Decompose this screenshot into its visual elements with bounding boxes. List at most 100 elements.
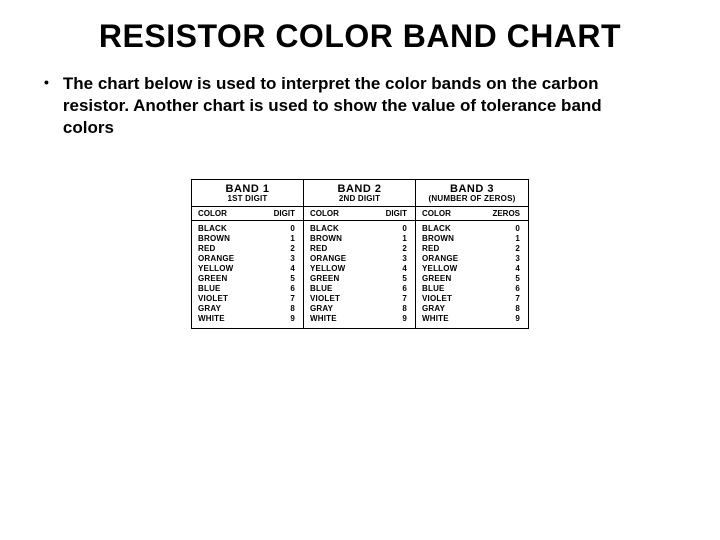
table-panel-band-1: BAND 11ST DIGIT COLOR DIGIT BLACK0BROWN1RED… <box>192 180 304 328</box>
cell-color: GRAY <box>198 304 221 314</box>
cell-color: ORANGE <box>310 254 346 264</box>
cell-color: GRAY <box>310 304 333 314</box>
rows-container: BLACK0BROWN1RED2ORANGE3YELLOW4GREEN5BLUE… <box>192 221 303 328</box>
table-row: BLUE 6 <box>422 284 520 294</box>
table-row: WHITE 9 <box>198 314 295 324</box>
table-row: VIOLET 7 <box>310 294 407 304</box>
bullet-text: The chart below is used to interpret the… <box>63 73 653 139</box>
table-row: BLUE 6 <box>310 284 407 294</box>
table-row: BLACK 0 <box>422 224 520 234</box>
table-row: GREEN5 <box>422 274 520 284</box>
table-panel-band-3: BAND 3(NUMBER OF ZEROS)COLORZEROSBLACK0B… <box>416 180 528 328</box>
cell-value: 3 <box>515 254 520 264</box>
cell-value: 5 <box>290 274 295 284</box>
cell-color: WHITE <box>422 314 449 324</box>
cell-value: 2 <box>515 244 520 254</box>
table-row: GRAY8 <box>310 304 407 314</box>
column-header-value: DIGIT <box>274 209 295 218</box>
cell-value: 6 <box>402 284 407 294</box>
cell-value: 0 <box>515 224 520 234</box>
cell-color: BLUE <box>198 284 221 294</box>
cell-value: 7 <box>402 294 407 304</box>
cell-color: RED <box>422 244 440 254</box>
table-row: GREEN5 <box>310 274 407 284</box>
table-row: ORANGE 3 <box>422 254 520 264</box>
column-header-value: DIGIT <box>386 209 407 218</box>
column-header-value: ZEROS <box>492 209 520 218</box>
cell-color: GREEN <box>310 274 339 284</box>
cell-value: 1 <box>290 234 295 244</box>
cell-color: RED <box>310 244 328 254</box>
table-row: BLUE 6 <box>198 284 295 294</box>
table-row: BROWN 1 <box>422 234 520 244</box>
cell-value: 1 <box>402 234 407 244</box>
column-header-row: COLOR DIGIT <box>192 207 303 221</box>
band-sublabel: 1ST DIGIT <box>194 195 301 204</box>
table-row: BROWN1 <box>198 234 295 244</box>
cell-value: 9 <box>402 314 407 324</box>
cell-value: 7 <box>290 294 295 304</box>
cell-value: 9 <box>290 314 295 324</box>
table-row: ORANGE 3 <box>310 254 407 264</box>
cell-color: ORANGE <box>198 254 234 264</box>
table-row: RED 2 <box>422 244 520 254</box>
cell-value: 8 <box>515 304 520 314</box>
bullet-dot-icon: • <box>44 75 49 89</box>
page-title: RESISTOR COLOR BAND CHART <box>80 18 640 55</box>
panel-header: BAND 22ND DIGIT <box>304 180 415 207</box>
cell-color: BLUE <box>422 284 445 294</box>
cell-color: BROWN <box>422 234 454 244</box>
cell-color: YELLOW <box>198 264 233 274</box>
cell-value: 9 <box>515 314 520 324</box>
cell-value: 3 <box>402 254 407 264</box>
cell-color: RED <box>198 244 216 254</box>
table-panel-band-2: BAND 22ND DIGITCOLORDIGITBLACK0BROWN1RED… <box>304 180 416 328</box>
table-row: GREEN 5 <box>198 274 295 284</box>
cell-value: 4 <box>515 264 520 274</box>
cell-color: ORANGE <box>422 254 458 264</box>
cell-color: GREEN <box>198 274 227 284</box>
cell-value: 1 <box>515 234 520 244</box>
table-row: ORANGE 3 <box>198 254 295 264</box>
cell-color: VIOLET <box>422 294 452 304</box>
resistor-band-table: BAND 11ST DIGITCOLORDIGITBLACK0BROWN1RED… <box>191 179 529 329</box>
cell-color: WHITE <box>198 314 225 324</box>
column-header-color: COLOR <box>198 209 227 218</box>
rows-container: BLACK0BROWN 1RED2ORANGE 3YELLOW4GREEN5BLUE… <box>304 221 415 328</box>
cell-value: 2 <box>290 244 295 254</box>
table-row: RED 2 <box>198 244 295 254</box>
column-header-color: COLOR <box>310 209 339 218</box>
table-row: WHITE 9 <box>310 314 407 324</box>
table-row: RED2 <box>310 244 407 254</box>
cell-value: 6 <box>290 284 295 294</box>
cell-color: BLUE <box>310 284 333 294</box>
panel-header: BAND 11ST DIGIT <box>192 180 303 207</box>
rows-container: BLACK 0 BROWN 1 RED 2 ORANGE 3YELLOW4GREEN5BLUE… <box>416 221 528 328</box>
cell-color: BLACK <box>422 224 451 234</box>
cell-color: BLACK <box>198 224 227 234</box>
cell-value: 0 <box>402 224 407 234</box>
table-row: YELLOW4 <box>422 264 520 274</box>
bullet-item: • The chart below is used to interpret t… <box>44 73 690 139</box>
cell-color: BROWN <box>310 234 342 244</box>
cell-color: VIOLET <box>198 294 228 304</box>
cell-value: 7 <box>515 294 520 304</box>
cell-color: YELLOW <box>310 264 345 274</box>
table-row: BLACK0 <box>310 224 407 234</box>
table-row: BLACK0 <box>198 224 295 234</box>
chart-container: BAND 11ST DIGITCOLORDIGITBLACK0BROWN1RED… <box>30 179 690 329</box>
cell-value: 5 <box>515 274 520 284</box>
table-row: GRAY 8 <box>198 304 295 314</box>
table-row: WHITE 9 <box>422 314 520 324</box>
table-row: GRAY8 <box>422 304 520 314</box>
cell-value: 8 <box>290 304 295 314</box>
cell-value: 3 <box>290 254 295 264</box>
cell-color: WHITE <box>310 314 337 324</box>
band-sublabel: 2ND DIGIT <box>306 195 413 204</box>
cell-value: 6 <box>515 284 520 294</box>
cell-color: VIOLET <box>310 294 340 304</box>
table-row: YELLOW4 <box>310 264 407 274</box>
table-row: YELLOW4 <box>198 264 295 274</box>
panel-header: BAND 3(NUMBER OF ZEROS) <box>416 180 528 207</box>
table-row: BROWN 1 <box>310 234 407 244</box>
